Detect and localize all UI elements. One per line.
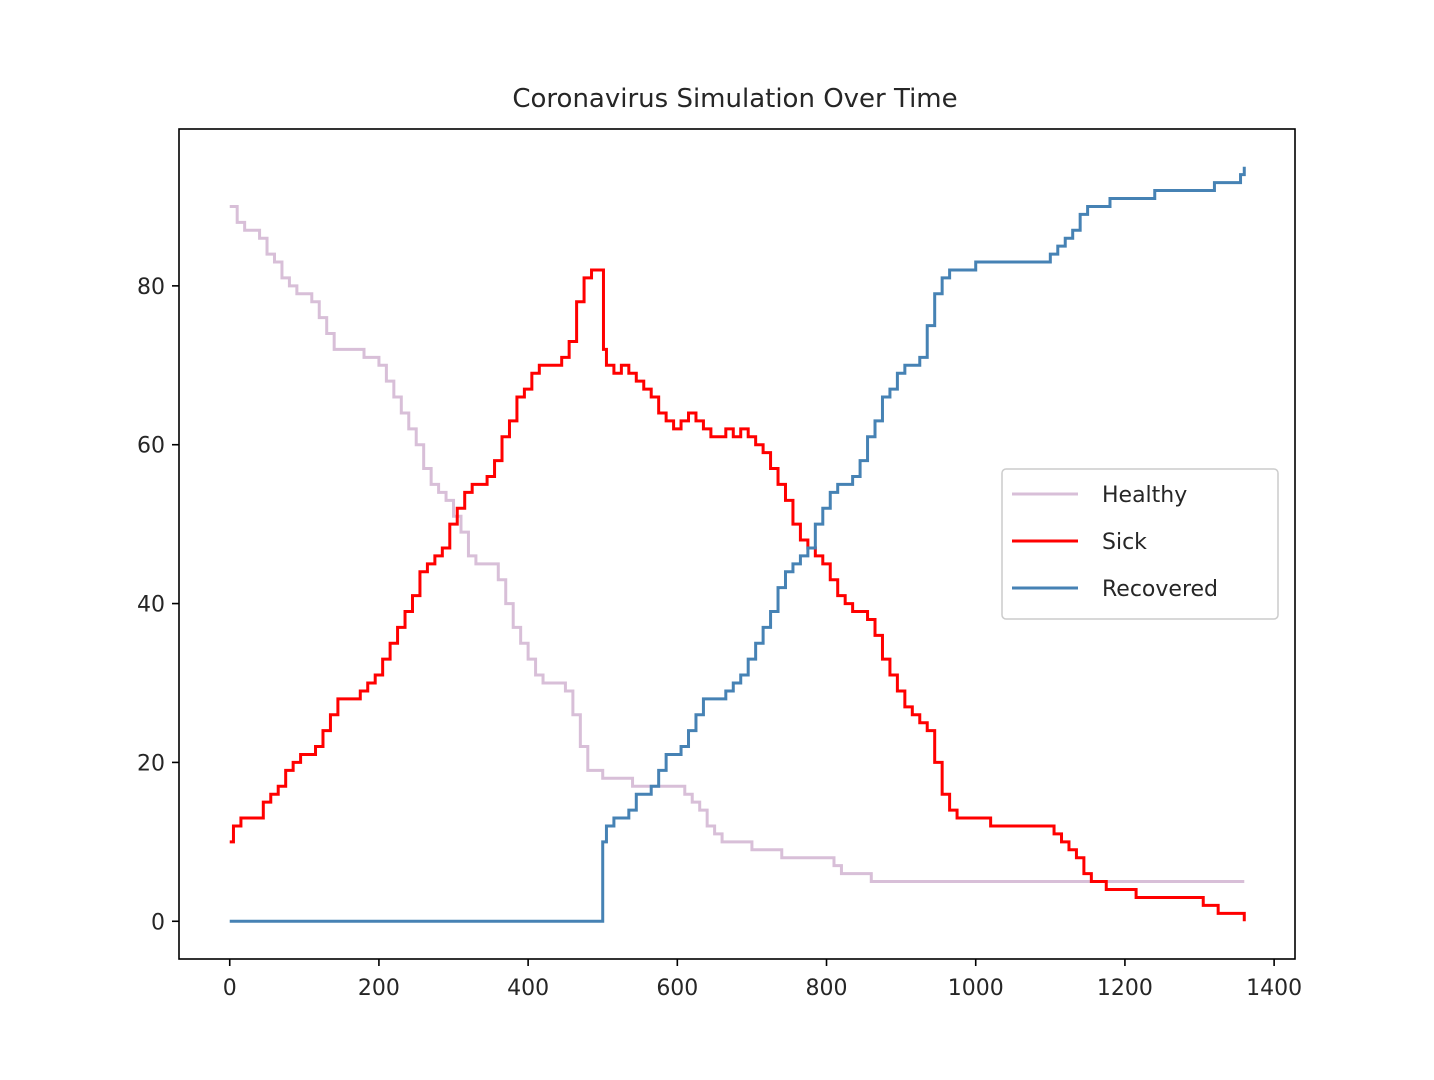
- legend-label-healthy: Healthy: [1102, 483, 1187, 508]
- series-line-healthy: [229, 204, 1245, 884]
- plot-area: 0 200 400 600 800 1000 1200 1400 0 20 40 60 80 Health…: [137, 128, 1302, 1001]
- legend-label-recovered: Recovered: [1102, 577, 1218, 602]
- y-tick-label: 20: [137, 751, 165, 776]
- x-tick-label: 1400: [1246, 976, 1302, 1001]
- x-tick-label: 1200: [1097, 976, 1153, 1001]
- chart-title: Coronavirus Simulation Over Time: [512, 84, 957, 114]
- series-line-recovered: [229, 166, 1246, 923]
- y-tick-label: 60: [137, 434, 165, 459]
- y-tick-label: 80: [137, 275, 165, 300]
- x-tick-label: 400: [507, 976, 549, 1001]
- x-tick-label: 1000: [948, 976, 1004, 1001]
- y-tick-label: 40: [137, 593, 165, 618]
- x-tick-label: 600: [656, 976, 698, 1001]
- y-tick-label: 0: [151, 910, 165, 935]
- x-tick-label: 0: [223, 976, 237, 1001]
- x-tick-label: 800: [806, 976, 848, 1001]
- x-tick-label: 200: [358, 976, 400, 1001]
- legend-box: [1001, 468, 1279, 620]
- legend-label-sick: Sick: [1102, 530, 1147, 555]
- series-line-sick: [229, 268, 1246, 922]
- plot-frame: [178, 128, 1296, 960]
